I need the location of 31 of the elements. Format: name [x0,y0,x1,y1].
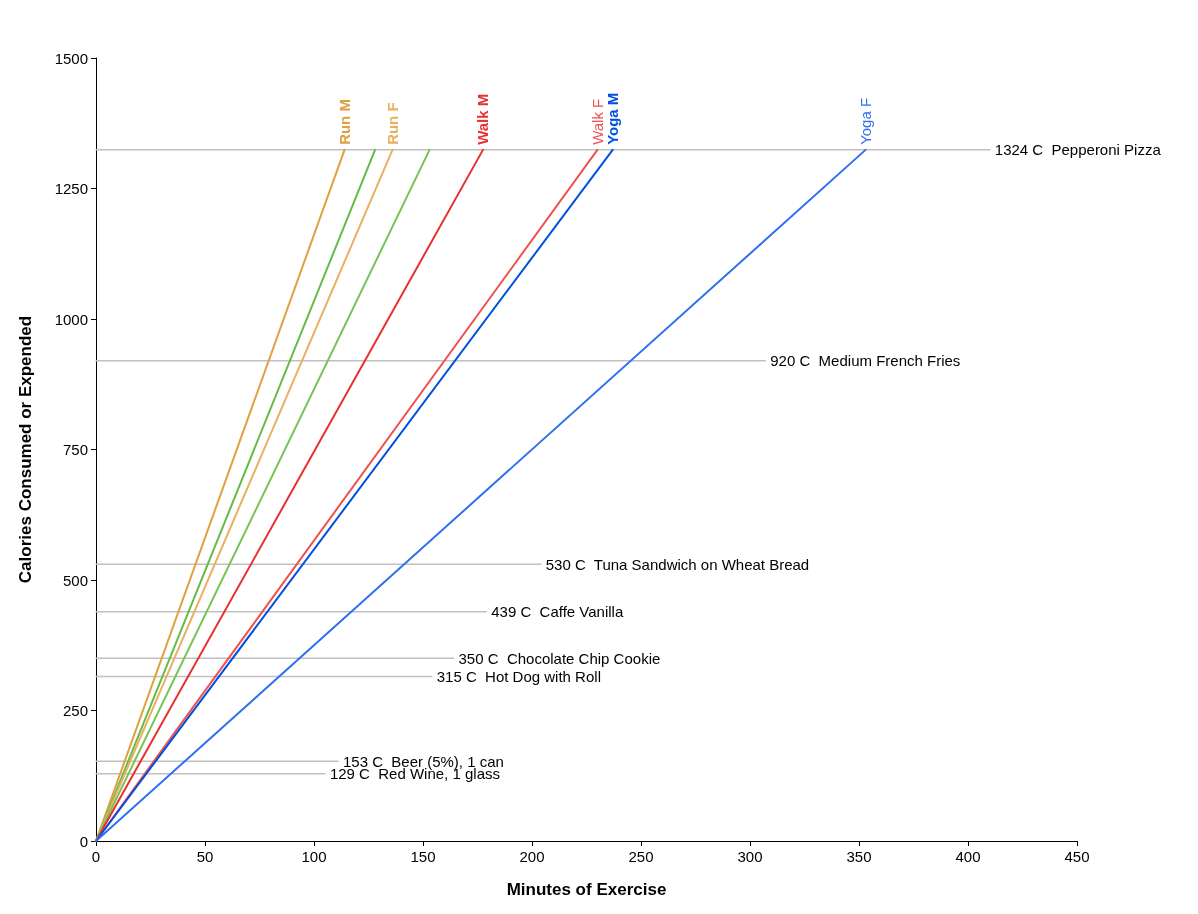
text: Yoga M [604,92,622,145]
y-tick-label: 1500 [54,49,88,67]
text: Yoga F [857,97,875,145]
x-tick-label: 50 [196,848,214,865]
text: 530 C Tuna Sandwich on Wheat Bread [545,555,810,573]
x-tick-label: 250 [628,848,654,865]
x-tick-label: 300 [737,848,763,865]
x-tick-label: 200 [519,848,545,865]
x-axis-title: Minutes of Exercise [506,880,667,899]
text: 1324 C Pepperoni Pizza [994,141,1161,159]
x-tick-label: 400 [955,848,981,865]
x-tick-label: 350 [846,848,872,865]
text: Run F [383,102,401,145]
x-tick-label: 450 [1064,848,1090,865]
y-axis-title: Calories Consumed or Expended [16,315,35,584]
x-tick-label: 100 [301,848,327,865]
text: 920 C Medium French Fries [770,352,961,370]
y-tick-label: 250 [62,702,88,719]
text: 439 C Caffe Vanilla [491,603,624,621]
text: Run M [336,99,354,145]
text: Walk F [588,98,606,145]
text: 350 C Chocolate Chip Cookie [458,649,661,667]
x-tick-label: 0 [91,848,101,865]
text: 315 C Hot Dog with Roll [436,668,601,686]
y-tick-label: 500 [62,571,88,589]
y-tick-label: 750 [62,441,88,458]
x-tick-label: 150 [410,848,436,865]
y-tick-label: 0 [79,832,88,850]
y-tick-label: 1000 [54,310,88,328]
y-tick-label: 1250 [54,180,88,197]
text: Walk M [474,93,492,145]
